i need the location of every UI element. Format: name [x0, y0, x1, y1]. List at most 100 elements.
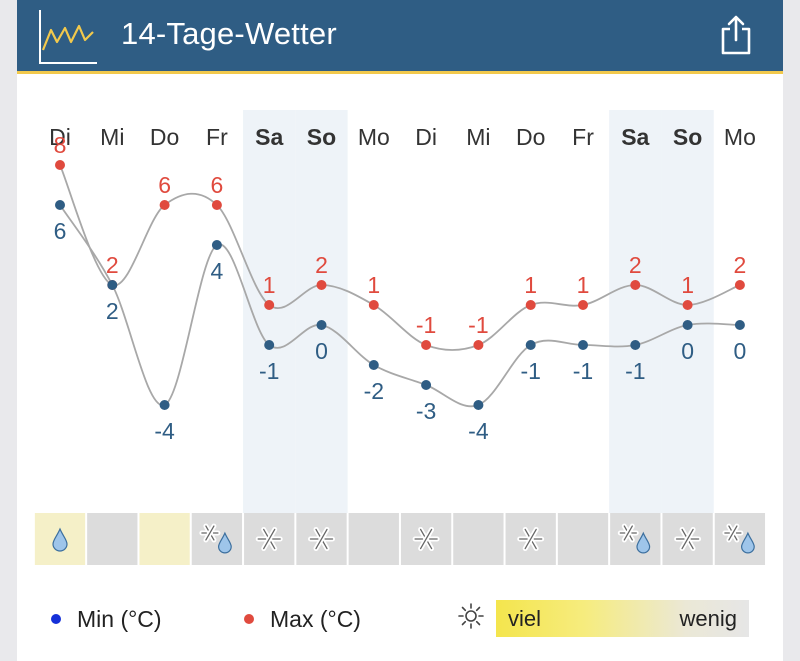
day-label: Di	[415, 124, 437, 150]
day-label: Mo	[724, 124, 756, 150]
day-label: Do	[516, 124, 545, 150]
max-point	[734, 280, 745, 290]
sun-icon	[458, 603, 484, 629]
max-label: 1	[263, 272, 276, 298]
weekend-band	[609, 110, 662, 513]
min-label: -2	[364, 378, 384, 404]
day-cell	[348, 513, 399, 565]
share-icon[interactable]	[719, 14, 753, 56]
max-label: 2	[629, 252, 642, 278]
min-label: 6	[54, 218, 67, 244]
forecast-card: 14-Tage-Wetter Di Mi Do Fr Sa So Mo Di Mi Do Fr Sa S…	[17, 0, 783, 661]
min-label: -3	[416, 398, 436, 424]
legend-max-label: Max (°C)	[270, 606, 361, 632]
min-label: 2	[106, 298, 119, 324]
day-cell	[714, 513, 766, 565]
max-label: 6	[211, 172, 224, 198]
day-cell	[139, 513, 190, 565]
snowflake-icon	[255, 526, 283, 552]
min-label: -1	[520, 358, 540, 384]
day-label: Fr	[206, 124, 228, 150]
min-point	[525, 340, 536, 350]
header-bar: 14-Tage-Wetter	[17, 0, 783, 74]
max-label: 1	[577, 272, 590, 298]
max-point	[368, 300, 379, 310]
max-label: 6	[158, 172, 171, 198]
snowflake-icon	[674, 526, 702, 552]
snow-rain-icon	[617, 523, 651, 554]
min-point	[368, 360, 379, 370]
max-label: -1	[416, 312, 436, 338]
day-cell	[191, 513, 243, 565]
min-label: 0	[681, 338, 694, 364]
min-label: -4	[154, 418, 175, 444]
max-label: 2	[315, 252, 328, 278]
sun-high-label: viel	[508, 606, 542, 631]
min-point	[734, 320, 745, 330]
snowflake-icon	[517, 526, 545, 552]
max-point	[55, 160, 65, 170]
weekend-band	[661, 110, 714, 513]
max-point	[525, 300, 536, 310]
max-point	[211, 200, 222, 210]
day-cell	[87, 513, 138, 565]
min-label: -1	[259, 358, 279, 384]
max-label: 1	[367, 272, 380, 298]
max-point	[159, 200, 170, 210]
snow-rain-icon	[722, 523, 755, 554]
min-point	[316, 320, 327, 330]
max-point	[473, 340, 484, 350]
max-point	[682, 300, 693, 310]
legend-max: Max (°C)	[244, 606, 361, 633]
day-cell	[453, 513, 504, 565]
max-label: 1	[681, 272, 694, 298]
day-label: Sa	[621, 124, 649, 150]
min-point	[421, 380, 432, 390]
snow-rain-icon	[199, 523, 232, 554]
min-point	[159, 400, 170, 410]
min-point	[630, 340, 641, 350]
max-label: 2	[106, 252, 119, 278]
min-label: 0	[315, 338, 328, 364]
min-dot	[51, 613, 61, 624]
min-point	[682, 320, 693, 330]
temperature-chart: Di Mi Do Fr Sa So Mo Di Mi Do Fr Sa So Mo 8 2 6 6 1 2 1 -1 -1 1…	[34, 110, 766, 565]
min-label: -1	[625, 358, 645, 384]
day-label: Do	[150, 124, 179, 150]
day-label: So	[307, 124, 336, 150]
page-title: 14-Tage-Wetter	[121, 16, 337, 51]
max-label: 2	[734, 252, 747, 278]
day-label: Fr	[572, 124, 594, 150]
chart-line-icon	[39, 10, 97, 64]
max-dot	[244, 613, 254, 624]
day-label: Mi	[466, 124, 490, 150]
max-label: 1	[524, 272, 537, 298]
sunshine-scale: viel wenig	[496, 600, 749, 637]
rain-drop-icon	[52, 527, 68, 552]
day-label: Mo	[358, 124, 390, 150]
min-point	[107, 280, 118, 290]
min-label: -4	[468, 418, 489, 444]
max-label: 8	[54, 132, 67, 158]
day-cell	[610, 513, 661, 565]
weekend-band	[295, 110, 348, 513]
day-cell	[557, 513, 609, 565]
legend: Min (°C) Max (°C) viel wenig	[17, 596, 783, 642]
day-label: So	[673, 124, 702, 150]
max-point	[264, 300, 275, 310]
legend-min: Min (°C)	[51, 606, 162, 633]
snowflake-icon	[412, 526, 440, 552]
max-point	[630, 280, 641, 290]
min-point	[473, 400, 484, 410]
snowflake-icon	[308, 526, 335, 552]
day-label: Di	[49, 124, 71, 150]
min-label: -1	[573, 358, 593, 384]
min-point	[211, 240, 222, 250]
max-point	[421, 340, 432, 350]
weekend-band	[243, 110, 296, 513]
min-label: 4	[211, 258, 224, 284]
min-point	[578, 340, 588, 350]
sun-low-label: wenig	[679, 606, 737, 631]
legend-min-label: Min (°C)	[77, 606, 162, 632]
min-point	[55, 200, 65, 210]
